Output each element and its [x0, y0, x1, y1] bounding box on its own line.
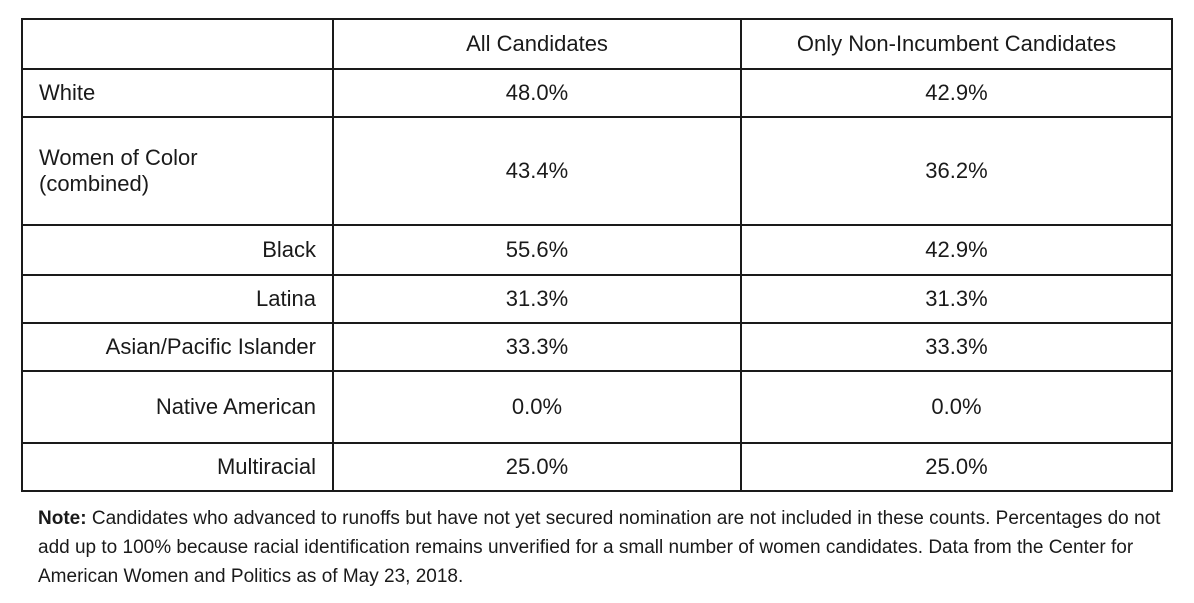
table-row-native-american: Native American 0.0% 0.0% [21, 370, 1173, 444]
cell-white-all: 48.0% [332, 68, 742, 118]
row-label-asian-pacific-islander: Asian/Pacific Islander [21, 322, 334, 372]
table-row-black: Black 55.6% 42.9% [21, 224, 1173, 276]
cell-women-of-color-all: 43.4% [332, 116, 742, 226]
note-text: Candidates who advanced to runoffs but h… [38, 508, 1161, 587]
results-table-container: All Candidates Only Non-Incumbent Candid… [21, 18, 1173, 492]
cell-native-american-non-incumbent: 0.0% [740, 370, 1173, 444]
header-empty-cell [21, 18, 334, 70]
header-all-candidates: All Candidates [332, 18, 742, 70]
cell-latina-non-incumbent: 31.3% [740, 274, 1173, 324]
row-label-white: White [21, 68, 334, 118]
cell-native-american-all: 0.0% [332, 370, 742, 444]
cell-multiracial-all: 25.0% [332, 442, 742, 492]
table-header-row: All Candidates Only Non-Incumbent Candid… [21, 18, 1173, 70]
row-label-women-of-color: Women of Color (combined) [21, 116, 334, 226]
table-row-women-of-color: Women of Color (combined) 43.4% 36.2% [21, 116, 1173, 226]
row-label-latina: Latina [21, 274, 334, 324]
cell-black-all: 55.6% [332, 224, 742, 276]
row-label-women-of-color-line1: Women of Color [39, 145, 198, 170]
table-row-asian-pacific-islander: Asian/Pacific Islander 33.3% 33.3% [21, 322, 1173, 372]
note-label: Note: [38, 508, 87, 529]
row-label-women-of-color-line2: (combined) [39, 171, 150, 196]
results-table: All Candidates Only Non-Incumbent Candid… [21, 18, 1173, 492]
cell-asian-pacific-islander-non-incumbent: 33.3% [740, 322, 1173, 372]
table-row-latina: Latina 31.3% 31.3% [21, 274, 1173, 324]
table-row-multiracial: Multiracial 25.0% 25.0% [21, 442, 1173, 492]
cell-asian-pacific-islander-all: 33.3% [332, 322, 742, 372]
cell-latina-all: 31.3% [332, 274, 742, 324]
row-label-multiracial: Multiracial [21, 442, 334, 492]
cell-multiracial-non-incumbent: 25.0% [740, 442, 1173, 492]
cell-women-of-color-non-incumbent: 36.2% [740, 116, 1173, 226]
cell-white-non-incumbent: 42.9% [740, 68, 1173, 118]
table-row-white: White 48.0% 42.9% [21, 68, 1173, 118]
table-note: Note: Candidates who advanced to runoffs… [38, 504, 1168, 591]
header-non-incumbent-candidates: Only Non-Incumbent Candidates [740, 18, 1173, 70]
row-label-black: Black [21, 224, 334, 276]
row-label-native-american: Native American [21, 370, 334, 444]
cell-black-non-incumbent: 42.9% [740, 224, 1173, 276]
